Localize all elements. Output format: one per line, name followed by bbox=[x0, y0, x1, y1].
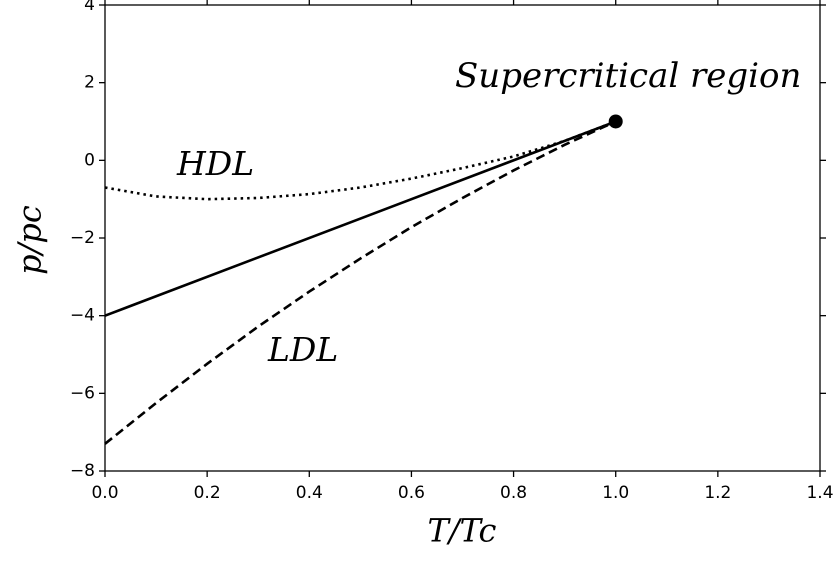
y-tick-label: 4 bbox=[84, 0, 95, 15]
y-tick-label: 0 bbox=[84, 150, 95, 170]
x-tick-label: 1.4 bbox=[806, 483, 833, 503]
y-tick-label: −4 bbox=[70, 306, 95, 326]
plot-frame bbox=[104, 4, 821, 472]
annotation: LDL bbox=[267, 330, 338, 369]
y-tick-label: 2 bbox=[84, 73, 95, 93]
annotation: HDL bbox=[176, 144, 254, 183]
x-axis-label: T/Tc bbox=[428, 512, 497, 550]
annotation: Supercritical region bbox=[455, 56, 801, 96]
critical-point bbox=[608, 114, 623, 129]
y-tick-label: −2 bbox=[70, 228, 95, 248]
y-tick-label: −6 bbox=[70, 383, 95, 403]
curve bbox=[104, 120, 617, 201]
y-axis-label: p/pc bbox=[11, 205, 49, 275]
curve bbox=[104, 120, 617, 445]
x-tick-label: 0.6 bbox=[398, 483, 425, 503]
x-tick-label: 1.0 bbox=[602, 483, 629, 503]
x-tick-label: 1.2 bbox=[704, 483, 731, 503]
x-tick-label: 0.0 bbox=[91, 483, 118, 503]
x-tick-label: 0.2 bbox=[194, 483, 221, 503]
curve bbox=[104, 120, 617, 317]
x-tick-label: 0.4 bbox=[296, 483, 323, 503]
x-tick-label: 0.8 bbox=[500, 483, 527, 503]
y-tick-label: −8 bbox=[70, 461, 95, 481]
